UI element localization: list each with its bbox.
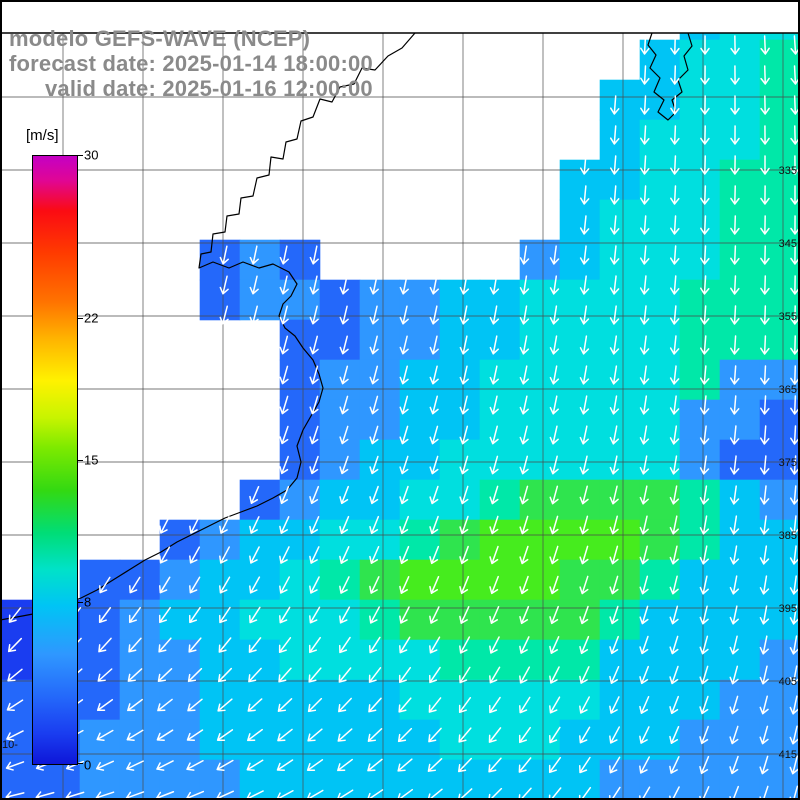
latitude-label: 375 [779, 457, 797, 469]
colorbar-tick-label: 15 [84, 452, 99, 468]
colorbar: [m/s] 30 22 15 8 0 [26, 127, 98, 773]
colorbar-tickmark [78, 318, 83, 319]
left-edge-label: 10- [2, 739, 18, 751]
graticule [1, 33, 799, 799]
colorbar-tickmark [78, 602, 83, 603]
colorbar-tick-label: 0 [84, 757, 92, 773]
latitude-label: 395 [779, 603, 797, 615]
coastline [0, 32, 416, 621]
latitude-label: 335 [779, 165, 797, 177]
colorbar-tick-label: 8 [84, 594, 92, 610]
coastline [647, 32, 693, 121]
colorbar-tickmark [78, 763, 83, 764]
latitude-label: 365 [779, 384, 797, 396]
colorbar-tick-label: 30 [84, 147, 99, 163]
forecast-date-label: forecast date: 2025-01-14 18:00:00 [9, 51, 373, 76]
latitude-label: 405 [779, 676, 797, 688]
colorbar-tickmark [78, 460, 83, 461]
latitude-label: 355 [779, 311, 797, 323]
title-block: modelo GEFS-WAVE (NCEP) forecast date: 2… [9, 26, 373, 101]
colorbar-gradient [32, 155, 78, 765]
colorbar-tick-label: 22 [84, 310, 99, 326]
model-title: modelo GEFS-WAVE (NCEP) [9, 26, 311, 51]
latitude-label: 385 [779, 530, 797, 542]
latitude-label: 345 [779, 238, 797, 250]
valid-date-label: valid date: 2025-01-16 12:00:00 [45, 76, 373, 101]
colorbar-unit-label: [m/s] [26, 127, 59, 144]
colorbar-tickmark [78, 155, 83, 156]
latitude-label: 415 [779, 749, 797, 761]
